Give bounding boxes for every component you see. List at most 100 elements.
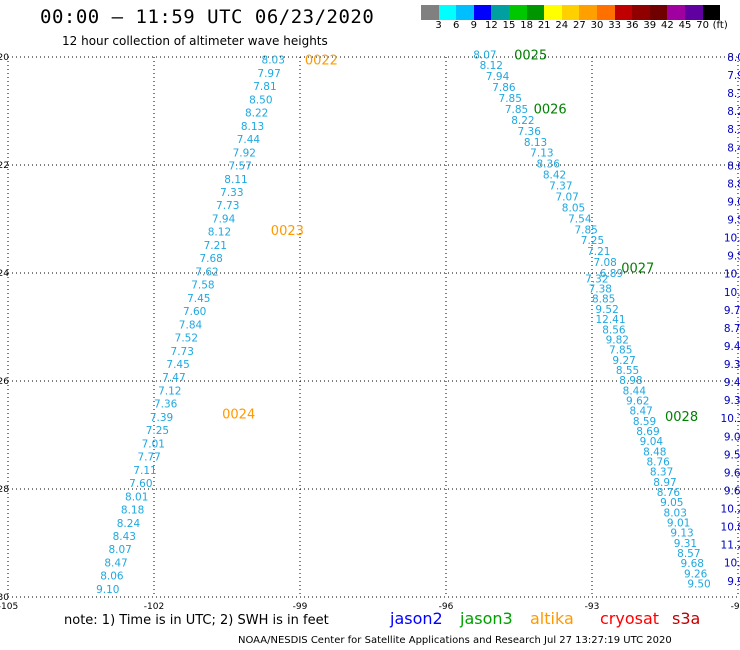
swh-value: 7.77	[137, 452, 160, 464]
swh-value: 8.06	[100, 571, 124, 583]
swh-value: 8.24	[117, 518, 141, 530]
color-swatch	[491, 5, 509, 20]
color-scale-label: 9	[470, 20, 477, 31]
swh-value: 7.92	[233, 147, 256, 159]
swh-value: 9.52	[595, 304, 618, 316]
swh-value: 7.62	[195, 266, 218, 278]
color-scale-label: 39	[643, 20, 657, 31]
swh-value: 7.73	[216, 200, 239, 212]
swh-value: 7.39	[150, 412, 173, 424]
swh-value: 7.85	[505, 104, 528, 116]
swh-value: 8.2	[727, 106, 740, 118]
swh-value: 9.05	[660, 497, 683, 509]
swh-value: 9.07	[724, 431, 740, 443]
color-scale-label: 21	[537, 20, 551, 31]
swh-value: 9.5	[727, 251, 740, 263]
swh-value: 7.45	[166, 359, 189, 371]
swh-value: 8.11	[224, 174, 247, 186]
color-swatch	[456, 5, 474, 20]
swh-value: 8.47	[629, 406, 652, 418]
swh-value: 10.14	[721, 413, 740, 425]
swh-value: 9.41	[724, 377, 740, 389]
swh-value: 8.85	[592, 294, 615, 306]
swh-value: 7.58	[191, 280, 214, 292]
pass-label: 0022	[305, 54, 338, 69]
color-scale-label: (ft)	[712, 20, 728, 31]
legend-s3a: s3a	[672, 609, 701, 628]
swh-value: 8.36	[537, 159, 561, 171]
swh-value: 7.47	[162, 372, 185, 384]
swh-value: 8.44	[623, 385, 647, 397]
swh-value: 7.60	[129, 478, 152, 490]
swh-value: 8.56	[602, 324, 626, 336]
swh-value: 8.01	[125, 491, 148, 503]
color-scale-label: 30	[590, 20, 604, 31]
swh-value: 10.7	[724, 233, 740, 245]
swh-value: 9.68	[681, 558, 704, 570]
pass-label: 0023	[271, 224, 304, 239]
color-swatch	[438, 5, 457, 20]
color-swatch	[526, 5, 545, 20]
x-tick-label: -90	[731, 602, 740, 612]
swh-value: 9.62	[724, 485, 740, 497]
color-swatch	[421, 5, 439, 20]
swh-value: 7.9	[727, 70, 740, 82]
color-swatch	[614, 5, 633, 20]
swh-value: 9.69	[724, 467, 740, 479]
y-tick-label: -28	[0, 485, 9, 495]
swh-value: 7.94	[212, 213, 236, 225]
footer-note: note: 1) Time is in UTC; 2) SWH is in fe…	[64, 613, 329, 628]
swh-value: 8.74	[724, 323, 740, 335]
color-swatch	[579, 5, 597, 20]
swh-value: 7.25	[146, 425, 169, 437]
swh-value: 8.22	[511, 115, 534, 127]
swh-value: 7.81	[253, 81, 276, 93]
swh-value: 8.47	[104, 557, 127, 569]
map-subtitle: 12 hour collection of altimeter wave hei…	[62, 34, 328, 48]
swh-value: 8.03	[262, 55, 285, 67]
swh-value: 8.12	[480, 60, 503, 72]
swh-value: 10.1	[724, 269, 740, 281]
swh-value: 10.23	[721, 504, 740, 516]
swh-value: 8.13	[524, 137, 547, 149]
pass-label: 0027	[621, 262, 654, 277]
swh-value: 7.01	[142, 438, 165, 450]
swh-value: 11.25	[721, 540, 740, 552]
swh-value: 9.62	[626, 395, 649, 407]
swh-value: 9.04	[640, 436, 664, 448]
color-scale-bar	[421, 5, 721, 20]
swh-value: 10.4	[724, 287, 740, 299]
swh-value: 10.4	[724, 558, 740, 570]
swh-value: 7.38	[589, 284, 612, 296]
swh-value: 9.0	[727, 196, 740, 208]
swh-value: 8.98	[619, 375, 642, 387]
x-tick-label: -93	[585, 602, 600, 612]
y-tick-label: -24	[0, 269, 9, 279]
legend-cryosat: cryosat	[600, 609, 660, 628]
swh-value: 9.27	[612, 355, 635, 367]
swh-value: 7.37	[549, 181, 572, 193]
x-tick-label: -102	[144, 602, 164, 612]
color-swatch	[649, 5, 668, 20]
swh-value: 8.18	[121, 505, 144, 517]
color-scale-label: 24	[555, 20, 569, 31]
swh-value: 7.13	[530, 148, 553, 160]
color-swatch	[561, 5, 580, 20]
credit-line: NOAA/NESDIS Center for Satellite Applica…	[238, 635, 672, 646]
color-scale-label: 33	[608, 20, 621, 31]
swh-value: 7.45	[187, 293, 210, 305]
swh-value: 9.41	[724, 341, 740, 353]
swh-value: 8.48	[643, 446, 666, 458]
y-tick-label: -26	[0, 377, 9, 387]
legend-jason2: jason2	[390, 609, 443, 628]
swh-value: 7.21	[204, 240, 227, 252]
swh-value: 9.50	[687, 579, 710, 591]
color-scale-label: 3	[435, 20, 442, 31]
swh-value: 9.37	[724, 359, 740, 371]
swh-value: 7.94	[486, 71, 510, 83]
color-swatch	[684, 5, 703, 20]
map-title: 00:00 – 11:59 UTC 06/23/2020	[40, 6, 375, 28]
color-scale-label: 27	[573, 20, 586, 31]
pass-label: 0028	[665, 410, 698, 425]
